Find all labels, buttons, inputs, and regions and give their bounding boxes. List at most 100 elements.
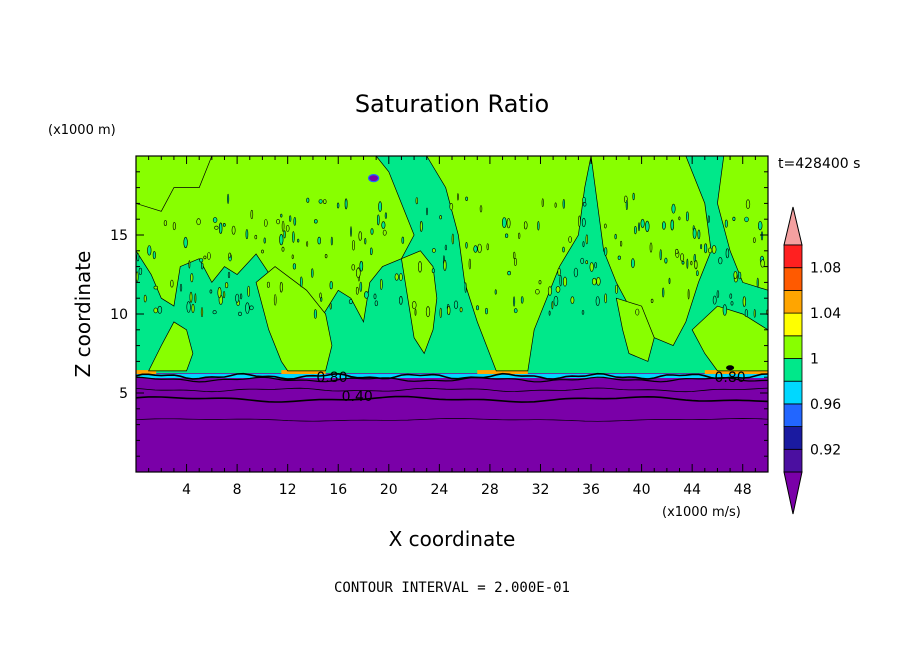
turbulent-cell (619, 240, 623, 247)
turbulent-cell (359, 260, 364, 272)
turbulent-cell (591, 277, 597, 286)
turbulent-cell (212, 217, 218, 223)
turbulent-cell (506, 218, 511, 229)
turbulent-cell (261, 249, 264, 254)
turbulent-cell (548, 310, 551, 316)
turbulent-cell (228, 252, 231, 258)
turbulent-cell (687, 289, 690, 300)
turbulent-cell (329, 302, 332, 310)
turbulent-cell (378, 201, 383, 212)
turbulent-cell (439, 215, 442, 220)
colorbar-over-arrow (783, 206, 803, 246)
turbulent-cell (425, 207, 428, 216)
turbulent-cell (547, 286, 552, 296)
turbulent-cell (355, 267, 361, 279)
turbulent-cell (582, 241, 585, 248)
turbulent-cell (200, 307, 204, 317)
turbulent-cell (306, 241, 309, 247)
turbulent-cell (690, 260, 693, 266)
turbulent-cell (537, 221, 540, 231)
turbulent-cell (473, 245, 478, 253)
turbulent-cell (756, 277, 759, 288)
turbulent-cell (219, 222, 223, 234)
colorbar-segment (783, 244, 803, 269)
colorbar-segment (783, 335, 803, 359)
turbulent-cell (583, 202, 587, 207)
turbulent-cell (348, 299, 353, 305)
x-axis-label: X coordinate (389, 527, 516, 551)
turbulent-cell (227, 271, 231, 279)
turbulent-cell (266, 281, 270, 288)
colorbar: 0.92 0.96 1 1.04 1.08 (783, 206, 841, 515)
turbulent-cell (364, 291, 369, 299)
contour-label: 0.80 (316, 370, 347, 386)
turbulent-cell (201, 262, 204, 270)
turbulent-cell (292, 263, 297, 270)
x-tick-label: 28 (481, 482, 499, 498)
turbulent-cell (189, 291, 193, 303)
turbulent-cell (555, 286, 561, 293)
turbulent-cell (190, 273, 194, 283)
turbulent-cell (319, 292, 322, 299)
turbulent-cell (352, 240, 355, 251)
contour-label: 0.80 (714, 370, 745, 386)
turbulent-cell (401, 236, 405, 244)
turbulent-cell (744, 309, 748, 318)
turbulent-cell (662, 287, 665, 298)
turbulent-cell (355, 286, 359, 295)
turbulent-cell (214, 225, 219, 230)
turbulent-cell (582, 196, 586, 204)
contour-label: 0.40 (342, 389, 373, 405)
turbulent-cell (451, 233, 454, 245)
turbulent-cell (299, 276, 303, 288)
turbulent-cell (323, 199, 327, 204)
turbulent-cell (250, 209, 254, 220)
turbulent-cell (449, 203, 454, 211)
turbulent-cell (223, 291, 226, 299)
turbulent-cell (276, 219, 281, 225)
turbulent-cell (172, 222, 176, 231)
colorbar-segment (783, 426, 803, 450)
supersaturated-plume (615, 297, 655, 362)
turbulent-cell (289, 215, 292, 222)
x-tick-label: 48 (734, 482, 752, 498)
x-tick-label: 36 (582, 482, 600, 498)
band-orange (136, 370, 157, 375)
turbulent-cell (729, 293, 733, 299)
turbulent-cell (744, 216, 749, 223)
turbulent-cell (757, 221, 763, 231)
turbulent-cell (760, 231, 764, 241)
turbulent-cell (697, 229, 701, 240)
turbulent-cell (724, 219, 728, 228)
turbulent-cell (247, 285, 250, 297)
x-ticks: 4 8 12 16 20 24 28 32 36 40 44 48 (148, 156, 756, 498)
turbulent-cell (263, 237, 266, 244)
turbulent-cell (505, 233, 509, 238)
turbulent-cell (570, 296, 575, 305)
turbulent-cell (263, 219, 268, 227)
turbulent-cell (203, 255, 207, 260)
turbulent-cell (240, 293, 243, 300)
turbulent-cell (138, 267, 143, 276)
turbulent-cell (313, 219, 318, 224)
turbulent-cell (625, 200, 628, 211)
turbulent-cell (700, 244, 703, 250)
turbulent-cell (281, 246, 285, 252)
turbulent-cell (439, 307, 442, 319)
turbulent-cell (501, 217, 507, 228)
turbulent-cell (716, 290, 720, 298)
turbulent-cell (381, 221, 386, 229)
turbulent-cell (280, 213, 283, 218)
turbulent-cell (147, 245, 152, 256)
turbulent-cell (456, 193, 459, 201)
turbulent-cell (707, 215, 710, 223)
turbulent-cell (153, 285, 159, 290)
turbulent-cell (209, 289, 213, 294)
turbulent-cell (217, 287, 222, 299)
turbulent-cell (686, 211, 689, 222)
turbulent-cell (594, 262, 597, 269)
supersaturated-plume (426, 156, 592, 372)
colorbar-label: 1 (810, 352, 819, 368)
y-tick-label: 5 (119, 386, 128, 402)
turbulent-cell (273, 294, 277, 306)
